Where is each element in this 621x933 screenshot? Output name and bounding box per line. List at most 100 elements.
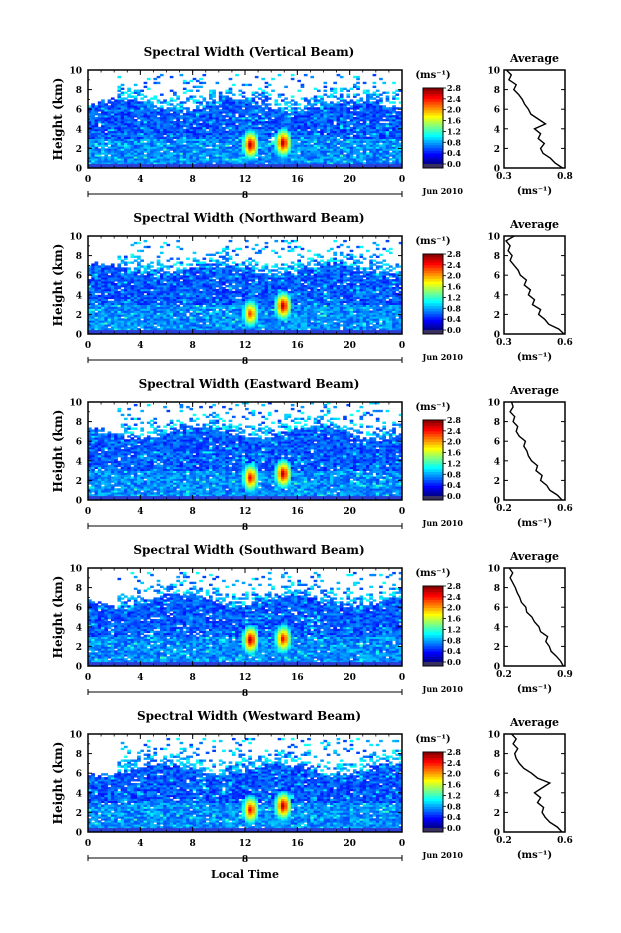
x-tick-label: 0 [399, 839, 405, 849]
colorbar-step [423, 616, 443, 619]
colorbar-unit: (ms⁻¹) [415, 70, 450, 81]
y-tick-label: 2 [76, 809, 82, 819]
avg-x-label: (ms⁻¹) [517, 352, 552, 363]
colorbar-step [423, 491, 443, 494]
average-profile-line [506, 70, 562, 168]
colorbar-tick-label: 2.0 [447, 437, 461, 447]
colorbar-step [423, 654, 443, 657]
y-tick-label: 8 [76, 252, 82, 262]
colorbar-tick-label: 1.2 [447, 292, 461, 302]
avg-y-tick-label: 8 [494, 584, 500, 594]
colorbar-step [423, 292, 443, 295]
colorbar-step [423, 605, 443, 608]
colorbar-step [423, 493, 443, 496]
average-profile-line [509, 568, 563, 666]
colorbar-tick-label: 0.8 [447, 635, 461, 645]
colorbar-step [423, 659, 443, 662]
average-title: Average [509, 550, 559, 563]
y-tick-label: 2 [76, 477, 82, 487]
colorbar-step [423, 284, 443, 287]
avg-y-tick-label: 4 [494, 623, 500, 633]
colorbar-step [423, 281, 443, 284]
avg-y-tick-label: 8 [494, 418, 500, 428]
colorbar-step [423, 812, 443, 815]
y-tick-label: 2 [76, 311, 82, 321]
colorbar-tick-label: 0.0 [447, 491, 461, 501]
colorbar-step [423, 156, 443, 159]
x-tick-label: 4 [137, 673, 143, 683]
x-tick-label: 0 [85, 175, 91, 185]
y-tick-label: 10 [69, 233, 82, 243]
y-tick-label: 6 [76, 770, 82, 780]
x-tick-label: 12 [239, 175, 252, 185]
colorbar-tick-label: 0.0 [447, 823, 461, 833]
y-axis-label: Height (km) [51, 244, 65, 327]
colorbar-step [423, 316, 443, 319]
colorbar-tick-label: 2.4 [447, 758, 461, 768]
x-axis-label: Local Time [211, 868, 279, 881]
avg-x-tick-label: 0.6 [557, 338, 573, 348]
x-tick-label: 0 [399, 175, 405, 185]
colorbar-step [423, 259, 443, 262]
avg-x-tick-label: 0.2 [496, 836, 512, 846]
colorbar-step [423, 273, 443, 276]
y-tick-label: 8 [76, 86, 82, 96]
colorbar-tick-label: 1.6 [447, 116, 461, 126]
x-tick-label: 12 [239, 507, 252, 517]
colorbar-step [423, 760, 443, 763]
colorbar-step [423, 613, 443, 616]
colorbar-tick-label: 2.0 [447, 105, 461, 115]
avg-y-tick-label: 2 [494, 145, 500, 155]
avg-x-label: (ms⁻¹) [517, 186, 552, 197]
colorbar-step [423, 142, 443, 145]
x-tick-label: 16 [291, 175, 304, 185]
y-tick-label: 4 [76, 291, 82, 301]
colorbar-tick-label: 2.8 [447, 415, 461, 425]
average-title: Average [509, 52, 559, 65]
x-tick-label: 4 [137, 341, 143, 351]
date-label: Jun 2010 [422, 684, 464, 694]
y-tick-label: 0 [76, 829, 82, 839]
avg-y-tick-label: 6 [494, 106, 500, 116]
x-tick-label: 8 [190, 507, 196, 517]
colorbar-step [423, 469, 443, 472]
colorbar-step [423, 651, 443, 654]
x-tick-label: 0 [399, 507, 405, 517]
y-tick-label: 8 [76, 584, 82, 594]
colorbar-step [423, 602, 443, 605]
avg-x-label: (ms⁻¹) [517, 518, 552, 529]
colorbar-step [423, 488, 443, 491]
colorbar-step [423, 104, 443, 107]
avg-x-tick-label: 0.3 [496, 338, 512, 348]
x-tick-label: 0 [85, 341, 91, 351]
colorbar-step [423, 153, 443, 156]
y-axis-label: Height (km) [51, 576, 65, 659]
colorbar-step [423, 757, 443, 760]
date-label: Jun 2010 [422, 186, 464, 196]
colorbar-step [423, 474, 443, 477]
colorbar-step [423, 776, 443, 779]
colorbar-underflow [423, 164, 443, 168]
colorbar-step [423, 423, 443, 426]
avg-x-tick-label: 0.9 [557, 670, 573, 680]
colorbar-step [423, 131, 443, 134]
colorbar-step [423, 790, 443, 793]
colorbar-step [423, 308, 443, 311]
x-tick-label: 0 [85, 507, 91, 517]
day-label: 8 [242, 523, 248, 533]
colorbar-step [423, 439, 443, 442]
colorbar-step [423, 262, 443, 265]
colorbar-step [423, 472, 443, 475]
colorbar-step [423, 289, 443, 292]
x-tick-label: 0 [399, 341, 405, 351]
colorbar-step [423, 820, 443, 823]
panel-title: Spectral Width (Southward Beam) [133, 543, 364, 557]
colorbar-step [423, 798, 443, 801]
colorbar-step [423, 303, 443, 306]
colorbar-step [423, 806, 443, 809]
y-tick-label: 6 [76, 272, 82, 282]
colorbar-tick-label: 2.4 [447, 260, 461, 270]
colorbar-tick-label: 0.0 [447, 657, 461, 667]
average-frame [504, 402, 565, 500]
colorbar-tick-label: 2.4 [447, 592, 461, 602]
